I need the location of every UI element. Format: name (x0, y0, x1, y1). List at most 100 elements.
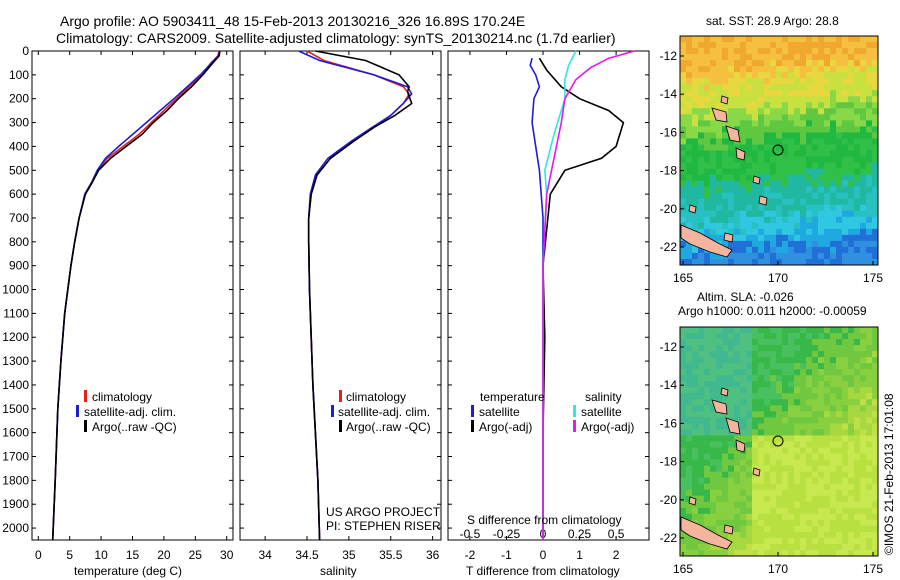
map-cell (752, 405, 759, 412)
map-cell (782, 351, 789, 358)
map-cell (698, 66, 705, 73)
map-cell (782, 417, 789, 424)
map-cell (866, 447, 873, 454)
map-cell (740, 42, 747, 49)
map-cell (872, 375, 879, 382)
map-cell (716, 174, 723, 182)
map-cell (722, 162, 729, 169)
map-cell (746, 78, 753, 85)
map-cell (812, 351, 819, 358)
map-cell (854, 417, 861, 424)
map-cell (812, 459, 819, 467)
map-cell (872, 519, 879, 527)
map-cell (866, 36, 873, 43)
map-cell (686, 471, 693, 479)
map-cell (686, 381, 693, 388)
map-cell (866, 90, 873, 97)
map-cell (836, 42, 843, 49)
map-cell (764, 525, 771, 533)
map-cell (770, 513, 777, 521)
map-cell (806, 48, 813, 55)
map-cell (776, 501, 783, 509)
map-cell (764, 162, 771, 169)
map-cell (692, 246, 699, 254)
map-cell (818, 42, 825, 49)
map-cell (836, 495, 843, 503)
map-cell (800, 471, 807, 479)
map-cell (842, 48, 849, 55)
temperature-lines (51, 50, 221, 541)
map-cell (692, 84, 699, 91)
salinity-axes-frame (239, 50, 442, 541)
map-cell (836, 357, 843, 364)
series-line-satellite (51, 50, 221, 541)
map-cell (746, 381, 753, 388)
map-cell (818, 417, 825, 424)
map-cell (794, 411, 801, 418)
map-cell (854, 513, 861, 521)
map-cell (872, 357, 879, 364)
map-cell (812, 90, 819, 97)
map-cell (830, 108, 837, 115)
map-cell (806, 42, 813, 49)
map-cell (854, 84, 861, 91)
map-cell (836, 186, 843, 194)
map-cell (764, 447, 771, 454)
map-cell (860, 477, 867, 485)
map-cell (776, 210, 783, 218)
legend-sal-satellite: satellite (581, 405, 622, 419)
map-cell (812, 393, 819, 400)
map-cell (860, 453, 867, 460)
map-cell (836, 120, 843, 127)
map-cell (812, 186, 819, 194)
map-cell (746, 258, 753, 266)
map-cell (794, 381, 801, 388)
map-cell (830, 453, 837, 460)
map-cell (794, 453, 801, 460)
map-cell (686, 459, 693, 467)
x-tick-label: 36 (426, 548, 440, 562)
map-cell (788, 483, 795, 491)
map-cell (770, 345, 777, 352)
map-cell (866, 525, 873, 533)
map-cell (758, 60, 765, 67)
map-cell (842, 132, 849, 139)
map-cell (842, 192, 849, 200)
map-cell (818, 54, 825, 61)
map-cell (698, 327, 705, 334)
depth-tick-label: 300 (9, 116, 29, 130)
difference-axes-frame (447, 50, 650, 541)
map-cell (734, 96, 741, 103)
map-cell (740, 228, 747, 236)
map-cell (734, 192, 741, 200)
map-cell (866, 381, 873, 388)
map-cell (710, 447, 717, 454)
map-cell (758, 501, 765, 509)
map-cell (758, 204, 765, 212)
map-cell (686, 126, 693, 133)
map-cell (728, 204, 735, 212)
map-cell (710, 162, 717, 169)
map-cell (788, 48, 795, 55)
map-cell (776, 429, 783, 436)
map-cell (860, 441, 867, 448)
map-cell (758, 537, 765, 545)
map-cell (710, 519, 717, 527)
map-cell (692, 126, 699, 133)
map-cell (824, 429, 831, 436)
map-cell (782, 42, 789, 49)
map-cell (836, 144, 843, 151)
map-cell (830, 429, 837, 436)
map-cell (830, 216, 837, 224)
map-cell (806, 222, 813, 230)
map-cell (740, 210, 747, 218)
map-cell (734, 234, 741, 242)
map-cell (740, 114, 747, 121)
map-cell (848, 519, 855, 527)
map-cell (704, 441, 711, 448)
map-cell (866, 54, 873, 61)
map-cell (812, 345, 819, 352)
map-cell (776, 357, 783, 364)
map-y-tick-label: -14 (660, 378, 678, 392)
map-cell (686, 60, 693, 67)
